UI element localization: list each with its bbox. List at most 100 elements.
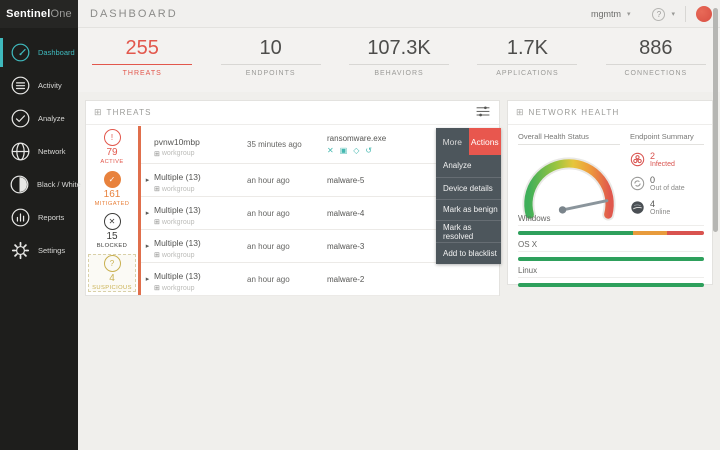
help-icon[interactable]: ?	[652, 7, 666, 21]
gauge-needle-pivot	[558, 206, 567, 214]
device-name: Multiple (13)	[154, 271, 201, 281]
network-health-title: NETWORK HEALTH	[528, 108, 620, 117]
sidebar-item-label: Settings	[38, 246, 66, 255]
network-health-header: ⊞ NETWORK HEALTH	[508, 101, 712, 125]
os-bar-segment	[518, 283, 704, 287]
badge-count: 4	[109, 273, 115, 284]
sidebar-item-reports[interactable]: Reports	[0, 201, 78, 234]
user-avatar[interactable]	[696, 6, 712, 22]
os-health-bar	[518, 257, 704, 261]
threats-panel-header: ⊞ THREATS	[86, 101, 499, 125]
online-globe-icon	[631, 201, 644, 214]
grid-icon: ⊞	[516, 107, 524, 117]
os-bar-segment	[666, 231, 704, 235]
menu-item-analyze[interactable]: Analyze	[443, 161, 472, 171]
endpoint-summary-online: 4 Online	[630, 200, 704, 217]
os-bar-linux: Linux	[518, 266, 704, 287]
stat-value: 255	[125, 37, 159, 59]
device-name: Multiple (13)	[154, 172, 201, 182]
sidebar-item-black-white[interactable]: Black / White	[0, 168, 81, 201]
stat-underline	[92, 64, 193, 65]
menu-tabs: More Actions	[436, 128, 501, 155]
stat-endpoints[interactable]: 10 ENDPOINTS	[206, 28, 334, 92]
kill-process-icon[interactable]: ✕	[327, 146, 334, 155]
threat-row[interactable]: ▸ Multiple (13) ⊞ workgroup an hour ago m…	[141, 263, 499, 296]
logo-text-light: One	[50, 8, 72, 20]
group-name: workgroup	[161, 284, 195, 292]
badge-label: ACTIVE	[100, 159, 124, 165]
menu-item-add-blacklist[interactable]: Add to blacklist	[436, 242, 501, 264]
stat-value: 10	[259, 37, 282, 59]
summary-accent-divider	[138, 126, 141, 295]
stat-behaviors[interactable]: 107.3K BEHAVIORS	[335, 28, 463, 92]
badge-count: 15	[106, 231, 118, 242]
device-name: Multiple (13)	[154, 238, 201, 248]
stat-connections[interactable]: 886 CONNECTIONS	[592, 28, 720, 92]
endpoint-summary-out-of-date: 0 Out of date	[630, 176, 704, 193]
blocked-shield-icon: ✕	[103, 213, 121, 230]
menu-item-mark-resolved[interactable]: Mark as resolved	[436, 220, 501, 242]
device-group: ⊞ workgroup	[154, 284, 247, 293]
tab-actions[interactable]: Actions	[468, 128, 501, 155]
badge-label: SUSPICIOUS	[92, 285, 132, 291]
mitigated-check-icon: ✓	[103, 171, 121, 188]
gauge-needle	[561, 199, 609, 212]
out-of-date-count: 0	[650, 175, 656, 185]
help-caret-icon[interactable]: ▾	[671, 11, 675, 18]
expand-row-icon[interactable]: ▸	[145, 243, 150, 250]
sentinelone-logo: Sentinel One	[0, 0, 78, 28]
sidebar-item-settings[interactable]: Settings	[0, 234, 78, 267]
stat-threats[interactable]: 255 THREATS	[78, 28, 206, 92]
account-caret-icon[interactable]: ▾	[626, 11, 631, 18]
device-cell: Multiple (13) ⊞ workgroup	[154, 167, 247, 193]
rollback-icon[interactable]: ↺	[365, 146, 373, 155]
time-cell: an hour ago	[247, 274, 290, 284]
badge-mitigated-threats[interactable]: ✓ 161 MITIGATED	[86, 168, 138, 210]
logo-text-bold: Sentinel	[6, 8, 51, 20]
time-cell: an hour ago	[247, 208, 290, 218]
menu-item-mark-benign[interactable]: Mark as benign	[436, 198, 501, 221]
badge-suspicious-threats[interactable]: ? 4 SUSPICIOUS	[88, 254, 136, 292]
os-bar-segment	[518, 257, 704, 261]
menu-item-device-details[interactable]: Device details	[436, 176, 501, 199]
os-health-bar	[518, 283, 704, 287]
scrollbar-thumb[interactable]	[713, 8, 718, 232]
remediate-icon[interactable]: ◇	[353, 146, 360, 155]
stat-label: CONNECTIONS	[624, 70, 688, 77]
device-cell: Multiple (13) ⊞ workgroup	[154, 266, 247, 292]
filter-sliders-icon[interactable]	[475, 104, 491, 122]
stat-value: 886	[639, 37, 673, 59]
sidebar-item-label: Network	[38, 147, 66, 156]
online-count: 4	[650, 199, 656, 209]
account-menu[interactable]: mgmtm	[590, 9, 621, 19]
stat-underline	[477, 64, 578, 65]
online-label: Online	[650, 209, 671, 216]
badge-blocked-threats[interactable]: ✕ 15 BLOCKED	[86, 210, 138, 252]
expand-row-icon[interactable]: ▸	[145, 276, 150, 283]
os-health-bar	[518, 231, 704, 235]
device-group: ⊞ workgroup	[154, 185, 247, 194]
sidebar: Dashboard Activity Analyze Network Black…	[0, 28, 81, 450]
stat-label: ENDPOINTS	[245, 70, 296, 77]
stat-underline	[220, 64, 321, 65]
badge-active-threats[interactable]: ! 79 ACTIVE	[86, 126, 138, 168]
expand-row-icon[interactable]: ▸	[145, 177, 150, 184]
sidebar-item-analyze[interactable]: Analyze	[0, 102, 78, 135]
sidebar-item-activity[interactable]: Activity	[0, 69, 78, 102]
sidebar-item-dashboard[interactable]: Dashboard	[0, 36, 78, 69]
threat-cell: malware-2	[327, 274, 365, 284]
tab-more[interactable]: More	[442, 136, 462, 147]
expand-row-icon[interactable]: ▸	[145, 210, 150, 217]
os-health-bars: Windows OS X Linux	[518, 214, 704, 292]
sidebar-item-network[interactable]: Network	[0, 135, 78, 168]
threats-panel-title: THREATS	[106, 108, 152, 117]
stat-value: 1.7K	[506, 37, 548, 59]
stat-applications[interactable]: 1.7K APPLICATIONS	[463, 28, 591, 92]
threat-name: ransomware.exe	[327, 134, 387, 143]
time-cell: an hour ago	[247, 241, 290, 251]
quarantine-icon[interactable]: ▣	[339, 146, 348, 155]
device-name: Multiple (13)	[154, 205, 201, 215]
windows-icon: ⊞	[154, 285, 160, 292]
stat-underline	[349, 64, 450, 65]
